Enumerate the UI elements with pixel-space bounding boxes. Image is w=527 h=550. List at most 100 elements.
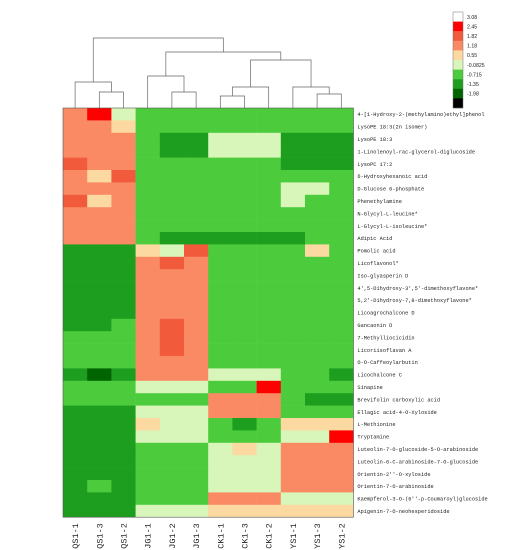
heatmap-cell xyxy=(256,281,282,295)
heatmap-cell xyxy=(184,207,209,220)
heatmap-cell xyxy=(208,182,233,196)
heatmap-cell xyxy=(208,442,233,456)
heatmap-cell xyxy=(305,430,330,444)
heatmap-cell xyxy=(87,318,112,332)
dendrogram-link xyxy=(171,91,197,108)
heatmap-cell xyxy=(329,132,354,146)
heatmap-cell xyxy=(232,256,257,270)
heatmap-cell xyxy=(184,219,209,233)
row-label: N-Glycyl-L-leucine* xyxy=(357,211,417,217)
heatmap-cell xyxy=(280,108,306,121)
heatmap-cell xyxy=(159,182,185,196)
heatmap-cell xyxy=(329,418,354,431)
heatmap-cell xyxy=(305,294,330,307)
heatmap-cell xyxy=(184,170,209,183)
dendrogram-link xyxy=(232,86,270,108)
heatmap-cell xyxy=(329,145,354,158)
heatmap-cell xyxy=(135,492,161,506)
heatmap-cell xyxy=(63,281,88,295)
heatmap-cell xyxy=(111,219,136,233)
heatmap-cell xyxy=(63,108,88,121)
heatmap-cell xyxy=(87,455,112,468)
heatmap-cell xyxy=(63,232,88,245)
heatmap-cell xyxy=(305,480,330,493)
heatmap-cell xyxy=(159,380,185,394)
heatmap-cell xyxy=(87,368,112,382)
heatmap-cell xyxy=(232,442,257,456)
heatmap-cell xyxy=(159,318,185,332)
heatmap-cell xyxy=(159,219,185,233)
heatmap-cell xyxy=(256,306,282,320)
heatmap-cell xyxy=(111,132,136,146)
column-label: YS1-2 xyxy=(337,523,347,549)
heatmap-cell xyxy=(280,281,306,295)
heatmap-cell xyxy=(232,504,257,518)
heatmap-cell xyxy=(135,455,161,468)
heatmap-cell xyxy=(111,306,136,320)
column-label: JG1-2 xyxy=(168,523,178,549)
heatmap-cell xyxy=(159,405,185,419)
heatmap-cell xyxy=(159,356,185,369)
heatmap-cell xyxy=(111,356,136,369)
heatmap-cell xyxy=(135,356,161,369)
heatmap-cell xyxy=(111,343,136,357)
heatmap-cell xyxy=(63,356,88,369)
heatmap-cell xyxy=(63,380,88,394)
heatmap-cell xyxy=(280,405,306,419)
heatmap-cell xyxy=(135,318,161,332)
dendrogram-link xyxy=(250,59,312,87)
heatmap-cell xyxy=(280,182,306,196)
heatmap-cell xyxy=(256,318,282,332)
heatmap-cell xyxy=(184,492,209,506)
heatmap-cell xyxy=(305,132,330,146)
heatmap-cell xyxy=(87,157,112,171)
heatmap-cell xyxy=(111,504,136,518)
heatmap-cell xyxy=(135,120,161,134)
heatmap-cell xyxy=(232,405,257,419)
heatmap-cell xyxy=(184,455,209,468)
heatmap-cell xyxy=(159,306,185,320)
heatmap-cell xyxy=(87,405,112,419)
heatmap-cell xyxy=(256,343,282,357)
heatmap-cell xyxy=(256,269,282,282)
heatmap-cell xyxy=(305,219,330,233)
heatmap-cell xyxy=(63,170,88,183)
heatmap-cell xyxy=(280,393,306,406)
heatmap-cell xyxy=(159,368,185,382)
heatmap-cell xyxy=(329,232,354,245)
heatmap-cell xyxy=(63,318,88,332)
column-label: QS1-3 xyxy=(95,523,105,549)
heatmap-cell xyxy=(232,356,257,369)
heatmap-cell xyxy=(184,467,209,481)
heatmap-cell xyxy=(232,480,257,493)
heatmap-cell xyxy=(305,380,330,394)
heatmap-cell xyxy=(232,132,257,146)
heatmap-cell xyxy=(111,405,136,419)
heatmap-cell xyxy=(135,343,161,357)
heatmap-cell xyxy=(305,455,330,468)
heatmap-cell xyxy=(329,492,354,506)
heatmap-cell xyxy=(111,467,136,481)
heatmap-cell xyxy=(184,306,209,320)
heatmap-cell xyxy=(135,306,161,320)
heatmap-cell xyxy=(232,343,257,357)
heatmap-cell xyxy=(111,256,136,270)
heatmap-cell xyxy=(159,145,185,158)
heatmap-cell xyxy=(159,281,185,295)
heatmap-cell xyxy=(305,157,330,171)
heatmap-cell xyxy=(329,157,354,171)
dendrogram-link xyxy=(98,91,124,108)
heatmap-cell xyxy=(87,492,112,506)
legend-swatch xyxy=(453,79,463,89)
dendrogram-link xyxy=(292,86,330,108)
heatmap-cell xyxy=(87,269,112,282)
heatmap-cell xyxy=(87,145,112,158)
heatmap-cell xyxy=(159,467,185,481)
heatmap-cell xyxy=(256,182,282,196)
heatmap-cell xyxy=(184,430,209,444)
heatmap-cell xyxy=(184,269,209,282)
heatmap-cell xyxy=(159,194,185,208)
heatmap-cell xyxy=(280,269,306,282)
heatmap-cell xyxy=(111,331,136,344)
heatmap-cell xyxy=(329,356,354,369)
